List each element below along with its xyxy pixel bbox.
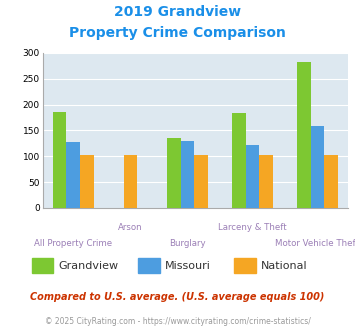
Text: © 2025 CityRating.com - https://www.cityrating.com/crime-statistics/: © 2025 CityRating.com - https://www.city… (45, 317, 310, 326)
Bar (311, 126, 324, 208)
Bar (195, 155, 208, 208)
Text: Arson: Arson (118, 223, 143, 232)
Text: Property Crime Comparison: Property Crime Comparison (69, 26, 286, 40)
Bar (80, 155, 94, 208)
Text: Grandview: Grandview (59, 261, 119, 271)
Bar (66, 142, 80, 208)
Bar (260, 155, 273, 208)
Text: Burglary: Burglary (169, 239, 206, 248)
Text: Motor Vehicle Theft: Motor Vehicle Theft (275, 239, 355, 248)
Bar (167, 138, 181, 208)
Text: Larceny & Theft: Larceny & Theft (218, 223, 287, 232)
Text: Compared to U.S. average. (U.S. average equals 100): Compared to U.S. average. (U.S. average … (30, 292, 325, 302)
Text: Missouri: Missouri (165, 261, 211, 271)
Bar (53, 112, 66, 208)
Bar (124, 155, 137, 208)
Text: National: National (261, 261, 307, 271)
Text: All Property Crime: All Property Crime (34, 239, 112, 248)
Bar (324, 155, 338, 208)
Bar (246, 145, 260, 208)
Bar (181, 141, 195, 208)
Bar (297, 62, 311, 208)
Bar (232, 113, 246, 208)
Text: 2019 Grandview: 2019 Grandview (114, 5, 241, 19)
